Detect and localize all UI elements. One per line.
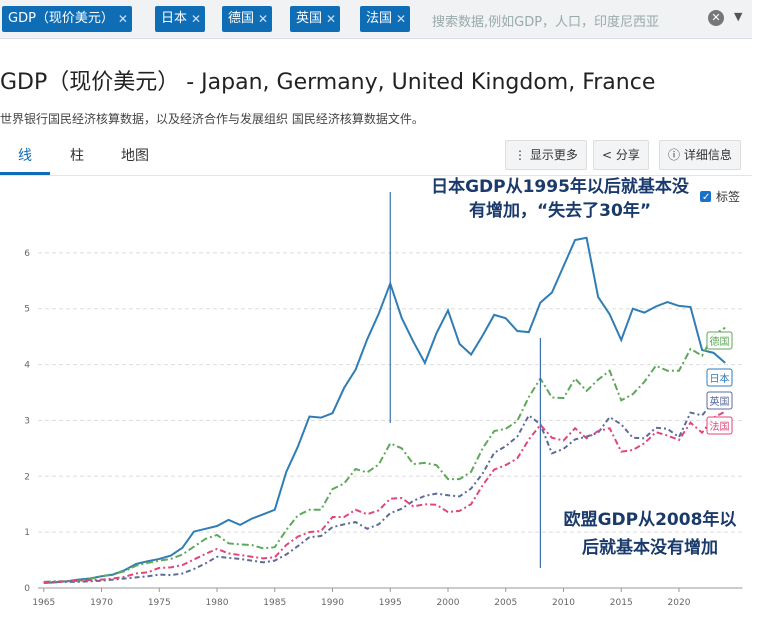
- tab[interactable]: 柱: [70, 148, 84, 164]
- chip-label: 日本: [161, 11, 188, 26]
- x-tick-label: 2020: [668, 598, 691, 608]
- tab[interactable]: 地图: [121, 148, 149, 164]
- y-tick-label: 5: [24, 305, 30, 315]
- annotation-text: 日本GDP从1995年以后就基本没: [431, 176, 690, 197]
- series-end-label: 日本: [706, 368, 733, 387]
- details-button[interactable]: ⓘ 详细信息: [659, 140, 741, 170]
- annotation-text: 后就基本没有增加: [582, 537, 718, 558]
- page-title: GDP（现价美元） - Japan, Germany, United Kingd…: [0, 70, 656, 95]
- subtitle: 世界银行国民经济核算数据，以及经济合作与发展组织 国民经济核算数据文件。: [0, 112, 424, 126]
- label-text: 德国: [710, 335, 730, 348]
- x-tick-label: 2000: [437, 598, 460, 608]
- search-input[interactable]: 搜索数据,例如GDP，人口，印度尼西亚: [432, 15, 660, 30]
- label-box: [706, 331, 733, 350]
- series-end-label: 法国: [706, 416, 733, 435]
- chip-label: 英国: [296, 11, 323, 26]
- filter-chip[interactable]: 德国 ✕: [222, 6, 273, 32]
- filter-bar: GDP（现价美元） ✕ 日本 ✕ 德国 ✕ 英国 ✕ 法国 ✕ 搜索数据,例如GDP，人口…: [0, 0, 752, 39]
- filter-chip[interactable]: 法国 ✕: [360, 6, 411, 32]
- more-button[interactable]: ⋮ 显示更多: [505, 140, 587, 170]
- x-tick-label: 1990: [321, 598, 344, 608]
- y-tick-label: 0: [24, 584, 30, 594]
- clear-button[interactable]: ✕: [708, 10, 724, 26]
- label-box: [706, 368, 733, 387]
- annotation-text: 有增加，“失去了30年”: [469, 200, 651, 221]
- x-tick-label: 1985: [263, 598, 286, 608]
- legend-checkbox[interactable]: [700, 191, 711, 202]
- series-line: [43, 326, 726, 583]
- check-mark: ✓: [702, 192, 710, 203]
- x-tick-label: 1995: [379, 598, 402, 608]
- series-line: [43, 400, 726, 584]
- button-label: 显示更多: [529, 148, 578, 162]
- label-text: 日本: [710, 372, 730, 385]
- button-label: 分享: [615, 148, 640, 162]
- label-box: [706, 416, 733, 435]
- filter-chip[interactable]: 英国 ✕: [290, 6, 341, 32]
- dropdown[interactable]: ▼: [734, 10, 743, 23]
- y-tick-label: 3: [24, 416, 30, 426]
- series-end-label: 英国: [706, 391, 733, 410]
- x-tick-label: 1980: [206, 598, 229, 608]
- x-tick-label: 2015: [610, 598, 633, 608]
- divider: [0, 175, 752, 176]
- x-tick-label: 1970: [90, 598, 113, 608]
- legend-label: 标签: [716, 189, 740, 204]
- x-tick-label: 1965: [32, 598, 55, 608]
- label-text: 法国: [710, 420, 730, 433]
- filter-chip[interactable]: GDP（现价美元） ✕: [2, 6, 132, 32]
- chip-label: 德国: [228, 11, 255, 26]
- chip-label: GDP（现价美元）: [8, 11, 114, 26]
- annotation-text: 欧盟GDP从2008年以: [564, 509, 737, 530]
- x-tick-label: 2005: [494, 598, 517, 608]
- y-tick-label: 1: [24, 528, 30, 538]
- share-button[interactable]: < 分享: [593, 140, 649, 170]
- series-end-label: 德国: [706, 331, 733, 350]
- y-tick-label: 2: [24, 472, 30, 482]
- y-tick-label: 4: [24, 361, 30, 371]
- series-line: [43, 410, 726, 584]
- chip-label: 法国: [366, 11, 393, 26]
- button-label: 详细信息: [683, 148, 732, 162]
- label-text: 英国: [710, 395, 730, 408]
- label-box: [706, 391, 733, 410]
- x-tick-label: 2010: [552, 598, 575, 608]
- tab[interactable]: 线: [18, 148, 32, 164]
- chart: ✓ 标签 0 1 2 3 4 5 6 1965 1970 1975 1980 1985 1990 1995…: [24, 176, 743, 608]
- tab-indicator: [0, 172, 50, 175]
- y-tick-label: 6: [24, 249, 30, 259]
- series-line: [43, 236, 726, 584]
- filter-chip[interactable]: 日本 ✕: [155, 6, 206, 32]
- x-tick-label: 1975: [148, 598, 171, 608]
